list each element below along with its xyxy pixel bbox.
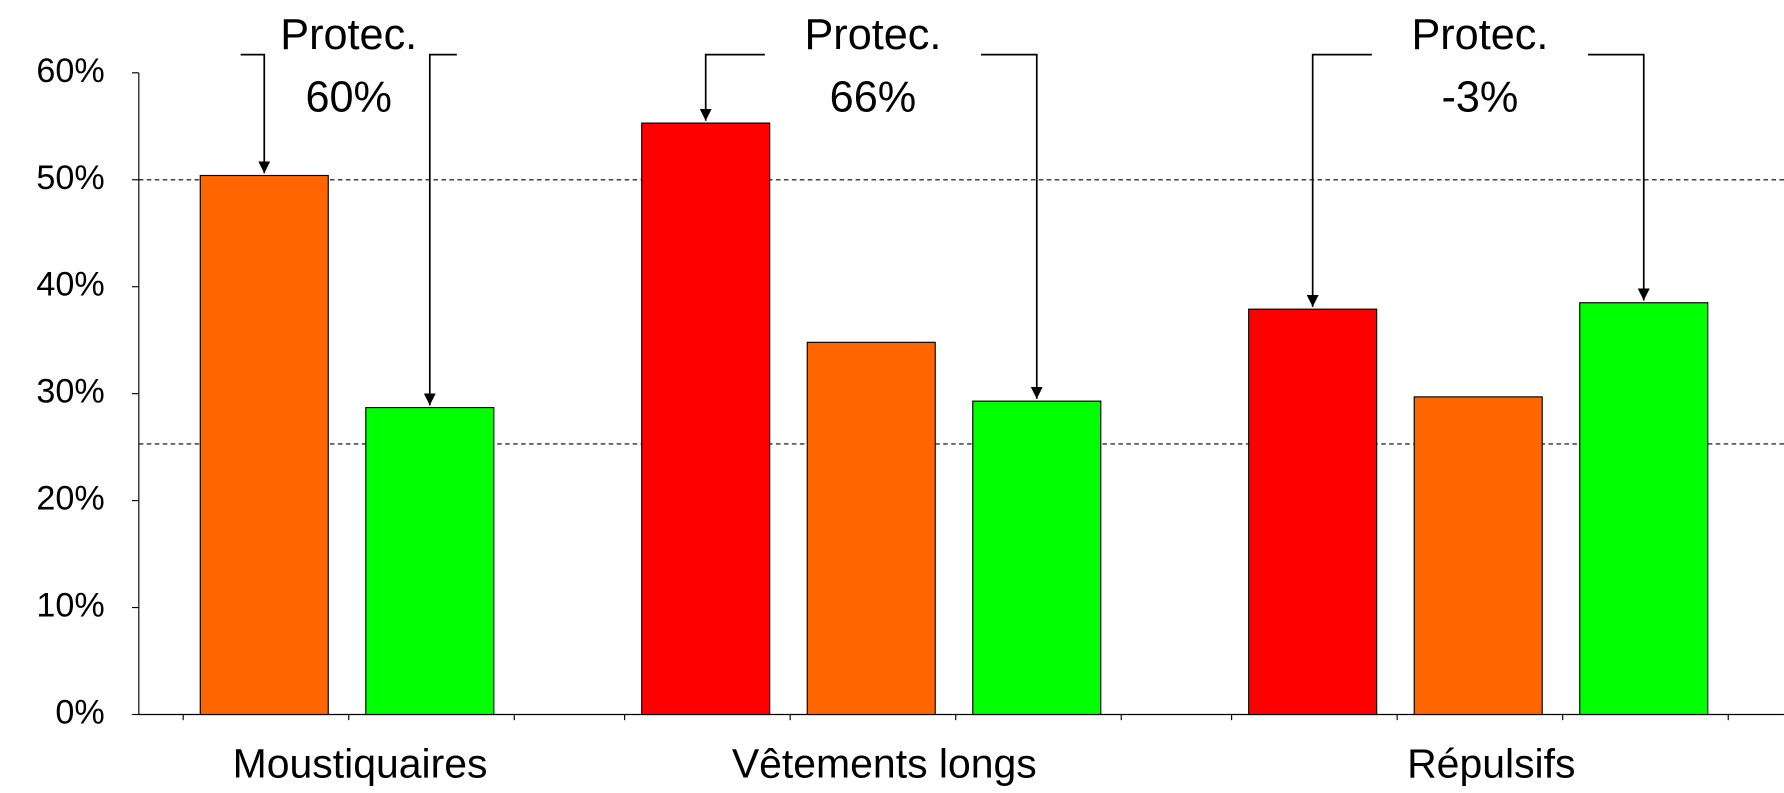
bar [806, 341, 936, 716]
annotation-arrow [423, 53, 457, 406]
bar [1248, 308, 1378, 716]
annotation-arrow [1306, 53, 1372, 307]
annotation-text: 66% [830, 74, 917, 122]
y-tick-label: 20% [36, 480, 104, 518]
annotation-text: Protec. [280, 11, 417, 59]
annotation-arrow [1588, 53, 1650, 301]
annotation-text: -3% [1441, 74, 1518, 122]
annotation-arrow [240, 53, 271, 174]
y-tick-label: 30% [36, 373, 104, 411]
y-tick-label: 60% [36, 52, 104, 90]
annotation-arrow [981, 53, 1043, 399]
annotation-arrow [699, 53, 765, 121]
y-tick-label: 40% [36, 266, 104, 304]
bar [1579, 302, 1709, 716]
y-tick-label: 10% [36, 587, 104, 625]
annotation-text: Protec. [804, 11, 941, 59]
x-tick-label: Moustiquaires [233, 741, 488, 787]
bar [972, 400, 1102, 716]
y-tick-label: 50% [36, 159, 104, 197]
annotation-text: Protec. [1411, 11, 1548, 59]
annotation-text: 60% [305, 74, 392, 122]
bar [365, 406, 495, 716]
bar [199, 174, 329, 716]
bar [1413, 396, 1543, 716]
y-tick-label: 0% [55, 694, 104, 732]
bar [641, 122, 771, 716]
x-tick-label: Vêtements longs [732, 741, 1037, 787]
x-tick-label: Répulsifs [1407, 741, 1575, 787]
